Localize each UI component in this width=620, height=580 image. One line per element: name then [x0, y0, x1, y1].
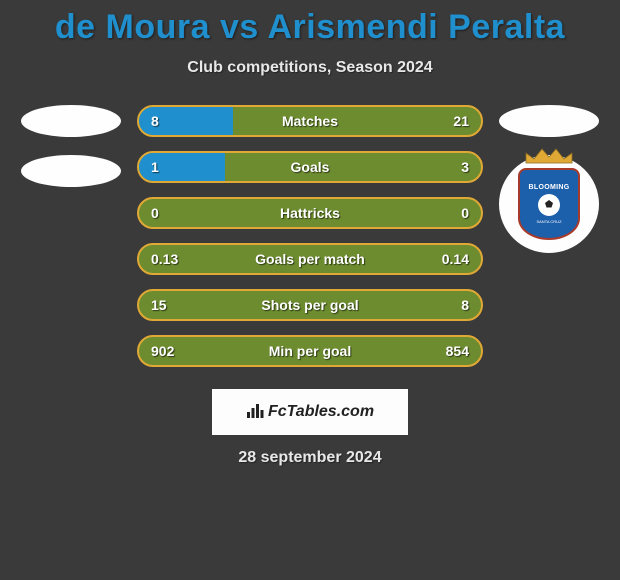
stat-bar: 902 Min per goal 854 [137, 335, 483, 367]
main-row: 8 Matches 21 1 Goals 3 0 Hattricks 0 0.13 Goals pe… [0, 105, 620, 367]
stat-label: Matches [282, 113, 338, 129]
brand-label: FcTables.com [268, 403, 374, 421]
team-name-bottom: SANTA CRUZ [536, 219, 561, 224]
stat-value-left: 1 [151, 159, 159, 175]
stat-bar: 15 Shots per goal 8 [137, 289, 483, 321]
stats-column: 8 Matches 21 1 Goals 3 0 Hattricks 0 0.13 Goals pe… [137, 105, 483, 367]
page-subtitle: Club competitions, Season 2024 [0, 59, 620, 77]
stat-label: Shots per goal [261, 297, 358, 313]
stat-value-left: 902 [151, 343, 174, 359]
stat-bar: 8 Matches 21 [137, 105, 483, 137]
left-avatar-column [19, 105, 123, 187]
stat-value-right: 0 [461, 205, 469, 221]
stat-label: Goals [291, 159, 330, 175]
team-name-top: BLOOMING [529, 184, 570, 191]
stat-value-left: 8 [151, 113, 159, 129]
stat-value-right: 8 [461, 297, 469, 313]
stat-value-right: 21 [453, 113, 469, 129]
left-player-avatar-icon [21, 105, 121, 137]
stat-bar: 1 Goals 3 [137, 151, 483, 183]
stat-label: Min per goal [269, 343, 351, 359]
stat-label: Goals per match [255, 251, 365, 267]
stat-value-left: 15 [151, 297, 167, 313]
stat-bar: 0 Hattricks 0 [137, 197, 483, 229]
stat-value-left: 0 [151, 205, 159, 221]
right-avatar-column: BLOOMING SANTA CRUZ [497, 105, 601, 253]
stat-label: Hattricks [280, 205, 340, 221]
right-team-badge-icon: BLOOMING SANTA CRUZ [499, 155, 599, 253]
stat-value-right: 3 [461, 159, 469, 175]
crown-icon [522, 145, 576, 165]
footer-date: 28 september 2024 [0, 449, 620, 467]
stat-value-right: 0.14 [442, 251, 469, 267]
stat-value-right: 854 [446, 343, 469, 359]
shield-icon: BLOOMING SANTA CRUZ [518, 168, 580, 240]
stat-value-left: 0.13 [151, 251, 178, 267]
right-player-avatar-icon [499, 105, 599, 137]
stat-bar: 0.13 Goals per match 0.14 [137, 243, 483, 275]
brand-box[interactable]: FcTables.com [212, 389, 408, 435]
bars-icon [246, 401, 264, 424]
ball-icon [538, 194, 560, 216]
page-title: de Moura vs Arismendi Peralta [0, 0, 620, 47]
left-team-badge-icon [21, 155, 121, 187]
